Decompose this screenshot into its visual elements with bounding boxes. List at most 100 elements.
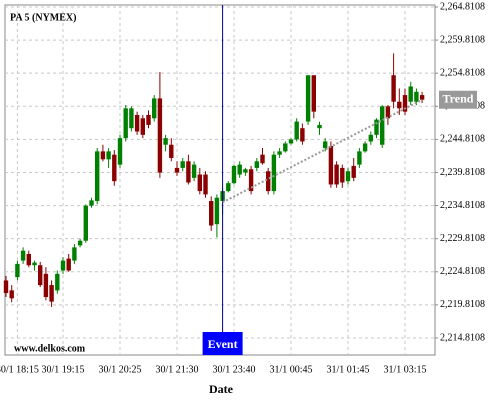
candle-body	[152, 98, 157, 119]
candle-body	[117, 138, 123, 165]
candle-body	[180, 161, 185, 168]
candle-body	[237, 164, 242, 175]
candle-body	[100, 151, 106, 160]
candle-body	[345, 171, 351, 182]
candle-body	[55, 273, 60, 291]
candle-body	[9, 290, 14, 299]
candle-body	[323, 141, 328, 149]
chart-title: PA 5 (NYMEX)	[10, 12, 76, 23]
candle-body	[186, 161, 191, 183]
candle-body	[134, 114, 140, 132]
candle-body	[368, 134, 373, 142]
candle-body	[266, 171, 271, 192]
candle-body	[231, 165, 237, 184]
candle-body	[106, 151, 111, 160]
candle-body	[380, 106, 385, 145]
candle-body	[95, 151, 100, 202]
candle-body	[15, 263, 20, 278]
event-label: Event	[208, 337, 238, 351]
candle-body	[72, 247, 77, 261]
x-tick-label: 31/1 00:45	[269, 364, 312, 375]
candle-body	[397, 101, 402, 109]
candle-body	[357, 151, 362, 165]
candle-body	[248, 169, 254, 192]
candle-body	[20, 250, 26, 261]
candle-body	[169, 144, 174, 158]
y-tick-label: 2,234.8108	[440, 200, 485, 211]
candle-body	[146, 114, 151, 125]
trend-line	[222, 98, 423, 204]
x-tick-label: 30/1 21:30	[155, 364, 198, 375]
candle-body	[351, 165, 356, 178]
candle-body	[305, 75, 311, 122]
candle-body	[191, 164, 197, 178]
candle-body	[89, 200, 94, 206]
candle-body	[362, 143, 368, 152]
candle-body	[402, 95, 408, 112]
candle-body	[283, 143, 288, 152]
candle-body	[174, 167, 180, 173]
x-labels: 30/1 18:15 30/1 19:15 30/1 20:25 30/1 21:30…	[0, 364, 427, 375]
candle-body	[414, 91, 419, 102]
event-box	[202, 332, 243, 355]
trend-label: Trend	[443, 91, 474, 105]
candle-body	[374, 119, 379, 135]
candle-body	[385, 106, 391, 119]
candle-body	[340, 167, 345, 183]
x-tick-label: 30/1 23:40	[212, 364, 255, 375]
y-tick-label: 2,244.8108	[440, 134, 485, 145]
candle-body	[254, 161, 259, 168]
candle-body	[300, 128, 305, 142]
candle-body	[271, 154, 277, 192]
candle-body	[38, 265, 43, 286]
candle-body	[334, 164, 339, 185]
candle-body	[32, 262, 37, 266]
candle-body	[3, 280, 9, 294]
candle-body	[26, 253, 31, 266]
y-tick-label: 2,219.8108	[440, 299, 485, 310]
x-tick-label: 31/1 03:15	[383, 364, 426, 375]
candle-body	[209, 201, 214, 226]
y-tick-label: 2,254.8108	[440, 67, 485, 78]
candle-body	[288, 139, 294, 144]
trend-box	[439, 90, 477, 109]
candle-body	[214, 197, 220, 225]
candle-body	[197, 174, 202, 192]
x-tick-label: 31/1 01:45	[326, 364, 369, 375]
candle-body	[260, 154, 265, 164]
candle-body	[203, 174, 208, 195]
candle-body	[112, 154, 117, 182]
x-tick-label: 30/1 20:25	[98, 364, 141, 375]
candle-body	[60, 260, 66, 271]
x-axis-title: Date	[209, 382, 234, 396]
watermark: www.delkos.com	[14, 343, 86, 354]
y-tick-label: 2,259.8108	[440, 34, 485, 45]
candle-body	[43, 273, 49, 298]
plot-area	[4, 4, 436, 356]
candle-body	[49, 285, 54, 302]
candle-body	[328, 146, 334, 185]
x-tick-label: 30/1 18:15	[0, 364, 39, 375]
candle-body	[311, 75, 316, 112]
candle-body	[157, 98, 163, 173]
candle-body	[83, 205, 88, 241]
candle-body	[77, 240, 83, 246]
candle-body	[243, 169, 248, 173]
candle-body	[391, 75, 396, 102]
y-tick-label: 2,229.8108	[440, 233, 485, 244]
candle-body	[163, 138, 168, 145]
candle-body	[419, 95, 425, 100]
candle-body	[226, 183, 231, 192]
candle-body	[317, 124, 322, 129]
candle-body	[408, 86, 413, 102]
y-tick-label: 2,264.8108	[440, 1, 485, 12]
candles	[3, 53, 425, 307]
y-tick-label: 2,224.8108	[440, 266, 485, 277]
candle-body	[66, 258, 71, 271]
candle-body	[277, 151, 282, 155]
candle-body	[129, 108, 134, 129]
candle-body	[140, 118, 145, 135]
y-tick-label: 2,239.8108	[440, 167, 485, 178]
x-tick-label: 30/1 19:15	[41, 364, 84, 375]
